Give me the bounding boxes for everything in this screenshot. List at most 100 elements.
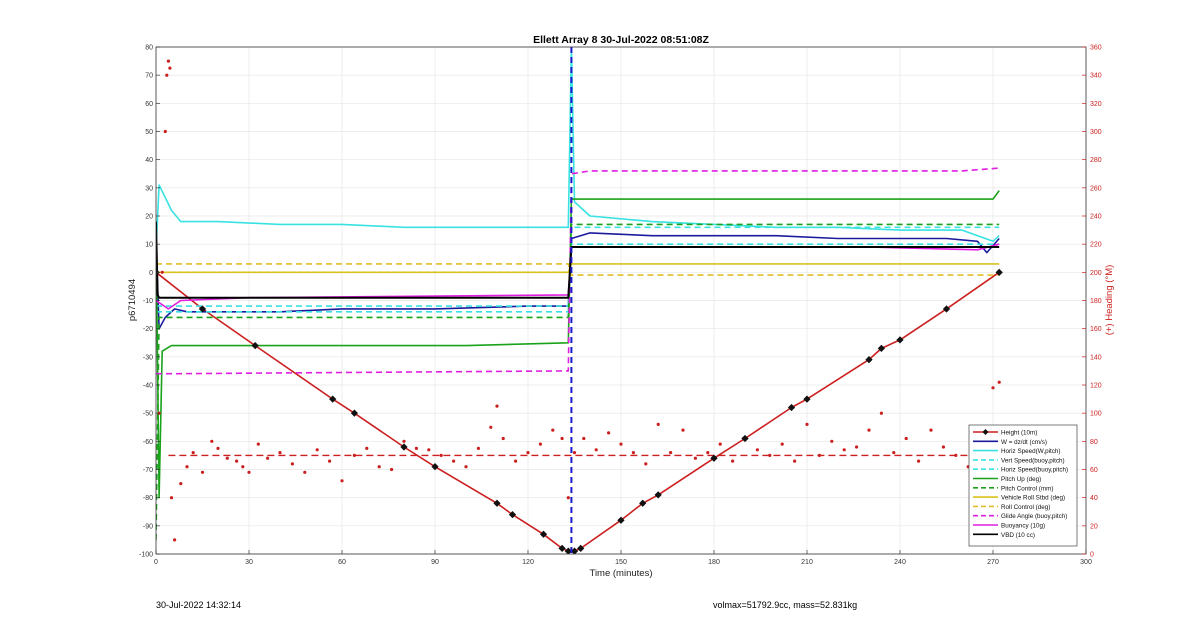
heading-point xyxy=(631,451,636,455)
heading-point xyxy=(427,448,431,452)
x-tick-label: 90 xyxy=(431,559,439,566)
heading-point xyxy=(941,445,946,449)
y-tick-label-left: 0 xyxy=(149,270,153,277)
heading-point xyxy=(566,496,570,500)
heading-point xyxy=(768,453,772,457)
heading-point xyxy=(731,459,735,463)
heading-point xyxy=(476,446,480,450)
x-tick-label: 60 xyxy=(338,559,346,566)
heading-point xyxy=(755,448,760,452)
y-tick-label-left: -50 xyxy=(143,411,153,418)
heading-point xyxy=(352,453,356,457)
x-tick-label: 30 xyxy=(245,559,253,566)
x-tick-label: 180 xyxy=(708,559,720,566)
heading-point xyxy=(607,431,611,435)
y-tick-label-right: 320 xyxy=(1090,101,1102,108)
heading-point xyxy=(867,428,871,432)
heading-point xyxy=(414,446,418,450)
height-marker xyxy=(570,547,579,554)
heading-point xyxy=(656,422,660,426)
legend-box xyxy=(968,424,1078,547)
heading-point xyxy=(954,453,958,457)
heading-point xyxy=(179,482,183,486)
y-tick-label-right: 80 xyxy=(1090,439,1098,446)
height-marker xyxy=(400,443,408,451)
y-tick-label-left: 80 xyxy=(145,45,153,52)
y-tick-label-left: -10 xyxy=(143,298,153,305)
legend-marker-height xyxy=(982,429,989,435)
footer-mass-info: volmax=51792.9cc, mass=52.831kg xyxy=(713,600,858,610)
y-tick-label-right: 280 xyxy=(1090,157,1102,164)
heading-point xyxy=(997,380,1001,384)
y-tick-label-right: 0 xyxy=(1090,552,1094,559)
y-tick-label-right: 140 xyxy=(1090,354,1102,361)
heading-point xyxy=(892,451,896,455)
height-marker xyxy=(865,356,873,364)
height-marker xyxy=(251,341,259,350)
x-tick-label: 120 xyxy=(522,559,534,566)
heading-point xyxy=(855,445,859,449)
heading-point xyxy=(669,451,673,455)
height-marker xyxy=(710,454,718,462)
heading-point xyxy=(225,456,229,460)
heading-point xyxy=(200,470,205,474)
chart-title: Ellett Array 8 30-Jul-2022 08:51:08Z xyxy=(533,34,709,46)
height-marker xyxy=(431,463,439,471)
height-marker xyxy=(877,344,886,353)
legend-label: Vehicle Roll Stbd (deg) xyxy=(1001,495,1065,502)
height-marker xyxy=(803,395,811,403)
x-tick-label: 240 xyxy=(894,559,906,566)
legend-label: Pitch Control (mm) xyxy=(1001,485,1053,492)
heading-point xyxy=(168,66,172,70)
y-tick-label-right: 200 xyxy=(1090,270,1102,277)
y-tick-label-left: -40 xyxy=(143,383,153,390)
heading-point xyxy=(904,436,908,441)
y-tick-label-left: -90 xyxy=(143,523,153,530)
heading-point xyxy=(377,465,381,469)
legend-label: Vert Speed(buoy,pitch) xyxy=(1001,457,1065,464)
y-axis-label-left: p6710494 xyxy=(127,279,138,321)
height-marker xyxy=(508,510,517,519)
heading-point xyxy=(538,442,543,446)
y-tick-label-right: 240 xyxy=(1090,214,1102,221)
heading-point xyxy=(241,465,245,469)
legend-label: Horiz Speed(buoy,pitch) xyxy=(1001,467,1068,474)
heading-point xyxy=(439,453,443,457)
heading-point xyxy=(315,448,319,452)
heading-point xyxy=(278,451,282,455)
heading-point xyxy=(247,470,251,474)
y-tick-label-right: 40 xyxy=(1090,495,1098,502)
heading-point xyxy=(290,462,294,466)
series-vbd xyxy=(156,221,1000,299)
heading-point xyxy=(917,459,921,463)
x-tick-label: 300 xyxy=(1080,559,1092,566)
heading-point xyxy=(452,459,456,463)
heading-point xyxy=(210,439,214,443)
heading-point xyxy=(303,470,307,474)
heading-point xyxy=(817,453,822,457)
y-tick-label-right: 100 xyxy=(1090,411,1102,418)
heading-point xyxy=(805,422,809,426)
height-marker xyxy=(577,544,585,552)
heading-point xyxy=(166,59,170,63)
y-tick-label-left: 70 xyxy=(145,73,153,80)
y-tick-label-right: 220 xyxy=(1090,242,1102,249)
heading-point xyxy=(526,451,530,455)
heading-point xyxy=(879,411,884,415)
y-tick-label-right: 120 xyxy=(1090,383,1102,390)
footer-timestamp: 30-Jul-2022 14:32:14 xyxy=(156,600,242,610)
legend-label: Glide Angle (buoy,pitch) xyxy=(1001,513,1067,520)
heading-point xyxy=(464,465,468,469)
legend-label: VBD (10 cc) xyxy=(1001,532,1035,539)
y-axis-label-right: (+) Heading (°M) xyxy=(1104,265,1115,336)
heading-point xyxy=(644,462,648,466)
heading-point xyxy=(594,448,598,452)
heading-point xyxy=(185,465,189,469)
height-marker xyxy=(350,409,359,417)
heading-point xyxy=(706,451,710,455)
heading-point xyxy=(365,446,369,450)
height-marker xyxy=(539,530,548,538)
y-tick-label-left: 60 xyxy=(145,101,153,108)
x-tick-label: 0 xyxy=(154,559,158,566)
